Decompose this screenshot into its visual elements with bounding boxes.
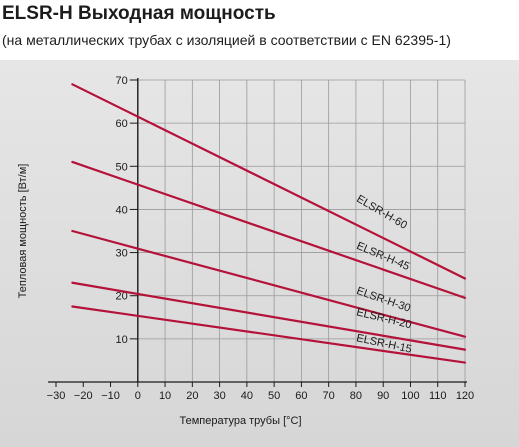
series-lines [71, 83, 467, 364]
chart-panel: −30 −20 −10 0 10 20 30 40 50 60 70 80 90 100 110 120 10 2… [0, 60, 519, 447]
x-tick-label: 10 [159, 390, 171, 402]
y-tick-label: 50 [116, 161, 128, 173]
series-line [71, 281, 467, 351]
x-tick-label: −30 [47, 390, 66, 402]
grid [137, 79, 466, 382]
header: ELSR-H Выходная мощность (на металлическ… [0, 0, 519, 60]
series-line [71, 83, 467, 280]
x-tick-label: 110 [429, 390, 447, 402]
x-tick-label: 100 [401, 390, 419, 402]
y-tick-label: 30 [116, 248, 128, 260]
x-tick-label: 70 [323, 390, 335, 402]
y-tick-label: 10 [116, 334, 128, 346]
x-tick-label: 40 [241, 390, 253, 402]
x-tick-label: 90 [377, 390, 389, 402]
x-tick-label: −10 [101, 390, 120, 402]
axes: −30 −20 −10 0 10 20 30 40 50 60 70 80 90 100 110 120 10 2… [17, 75, 474, 427]
y-tick-label: 40 [116, 204, 128, 216]
page-subtitle: (на металлических трубах с изоляцией в с… [2, 32, 451, 48]
x-axis-title: Температура трубы [°C] [179, 415, 301, 427]
page-title: ELSR-H Выходная мощность [2, 3, 276, 24]
series-line [71, 160, 467, 299]
series-line [71, 229, 467, 338]
y-tick-label: 60 [116, 118, 128, 130]
x-tick-label: 80 [350, 390, 362, 402]
x-tick-label: −20 [74, 390, 93, 402]
power-output-chart: −30 −20 −10 0 10 20 30 40 50 60 70 80 90 100 110 120 10 2… [17, 75, 474, 427]
x-tick-label: 0 [135, 390, 141, 402]
x-tick-label: 120 [456, 390, 474, 402]
x-tick-label: 50 [268, 390, 280, 402]
y-tick-label: 20 [116, 291, 128, 303]
series-label: ELSR-H-60 [354, 193, 409, 232]
x-tick-label: 20 [186, 390, 198, 402]
series-line [71, 305, 467, 364]
x-tick-label: 30 [213, 390, 225, 402]
y-tick-label: 70 [116, 75, 128, 87]
x-tick-label: 60 [295, 390, 307, 402]
y-axis-title: Тепловая мощность [Вт/м] [17, 164, 29, 299]
